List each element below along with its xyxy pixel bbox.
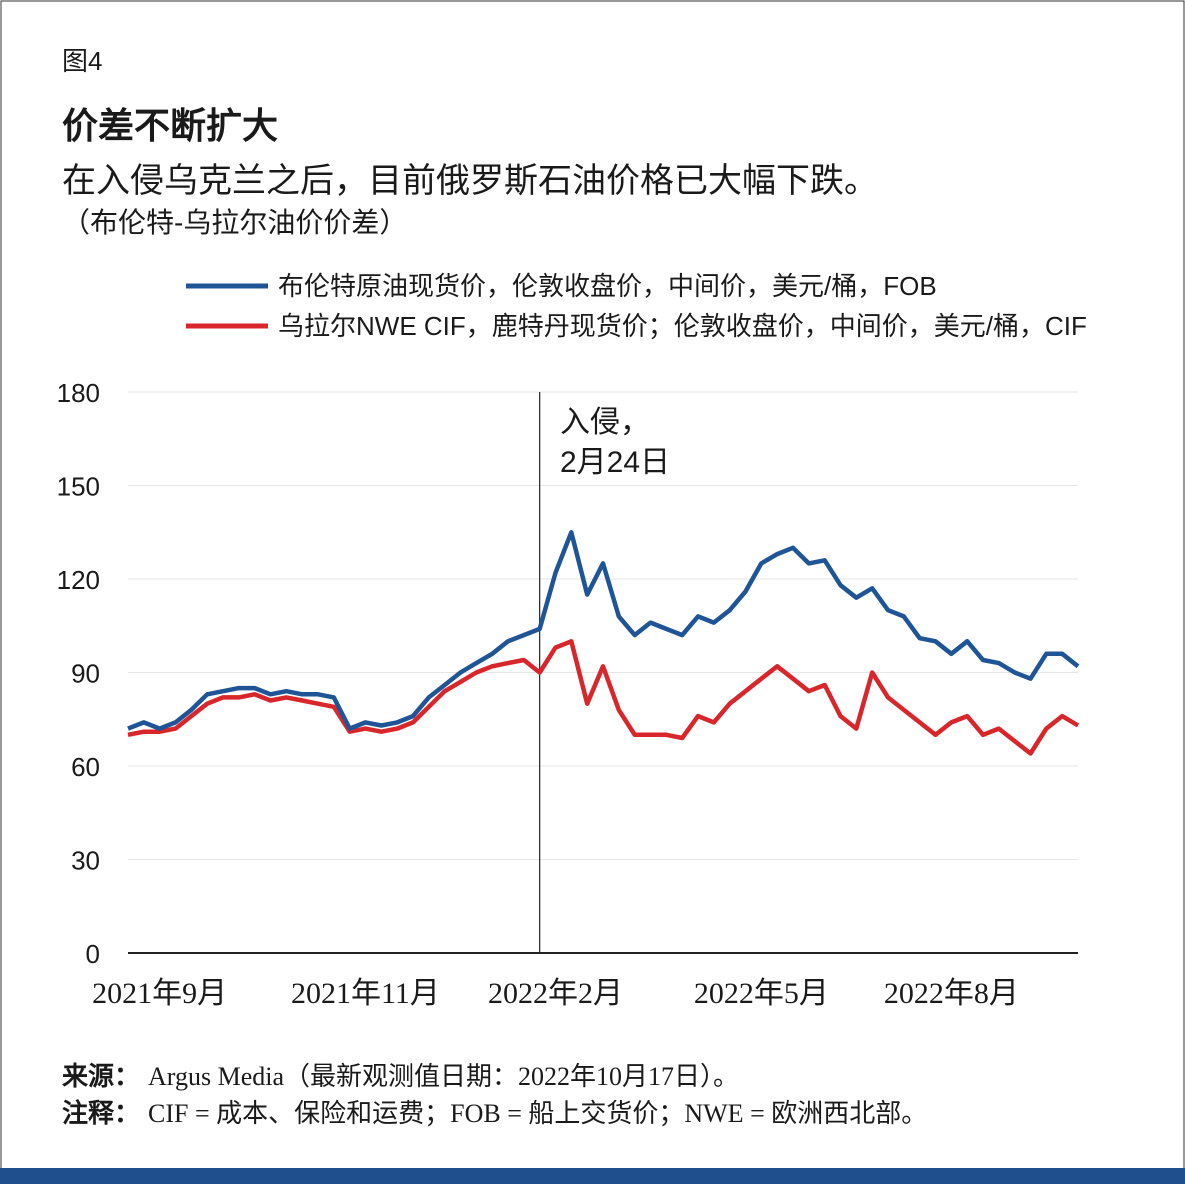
annotation: 2月24日 bbox=[560, 446, 670, 479]
source-label: 来源： bbox=[62, 1061, 140, 1091]
note-label: 注释： bbox=[62, 1098, 140, 1128]
y-tick-label: 30 bbox=[71, 846, 100, 876]
x-tick-label: 2022年5月 bbox=[694, 977, 829, 1010]
y-tick-label: 90 bbox=[71, 659, 100, 689]
y-tick-label: 0 bbox=[86, 939, 100, 969]
chart-subtitle: 在入侵乌克兰之后，目前俄罗斯石油价格已大幅下跌。 bbox=[62, 162, 878, 200]
line-series bbox=[127, 530, 1080, 731]
x-tick-label: 2021年11月 bbox=[291, 977, 440, 1010]
x-tick-label: 2022年8月 bbox=[884, 977, 1019, 1010]
y-tick-label: 120 bbox=[57, 565, 100, 595]
footer-band bbox=[0, 1168, 1185, 1184]
line-series bbox=[127, 639, 1080, 756]
annotation: 入侵， bbox=[560, 406, 650, 439]
source-text: Argus Media（最新观测值日期：2022年10月17日）。 bbox=[148, 1062, 739, 1091]
y-tick-label: 150 bbox=[57, 472, 100, 502]
legend-label: 布伦特原油现货价，伦敦收盘价，中间价，美元/桶，FOB bbox=[278, 271, 937, 301]
figure-label: 图4 bbox=[62, 46, 102, 76]
y-tick-label: 180 bbox=[57, 378, 100, 408]
legend-label: 乌拉尔NWE CIF，鹿特丹现货价；伦敦收盘价，中间价，美元/桶，CIF bbox=[278, 311, 1087, 341]
x-tick-label: 2022年2月 bbox=[488, 977, 623, 1010]
y-tick-label: 60 bbox=[71, 752, 100, 782]
y-label: （布伦特-乌拉尔油价价差） bbox=[62, 207, 407, 238]
x-tick-label: 2021年9月 bbox=[92, 977, 227, 1010]
chart-title: 价差不断扩大 bbox=[62, 105, 278, 146]
note-text: CIF = 成本、保险和运费；FOB = 船上交货价；NWE = 欧洲西北部。 bbox=[148, 1099, 927, 1128]
